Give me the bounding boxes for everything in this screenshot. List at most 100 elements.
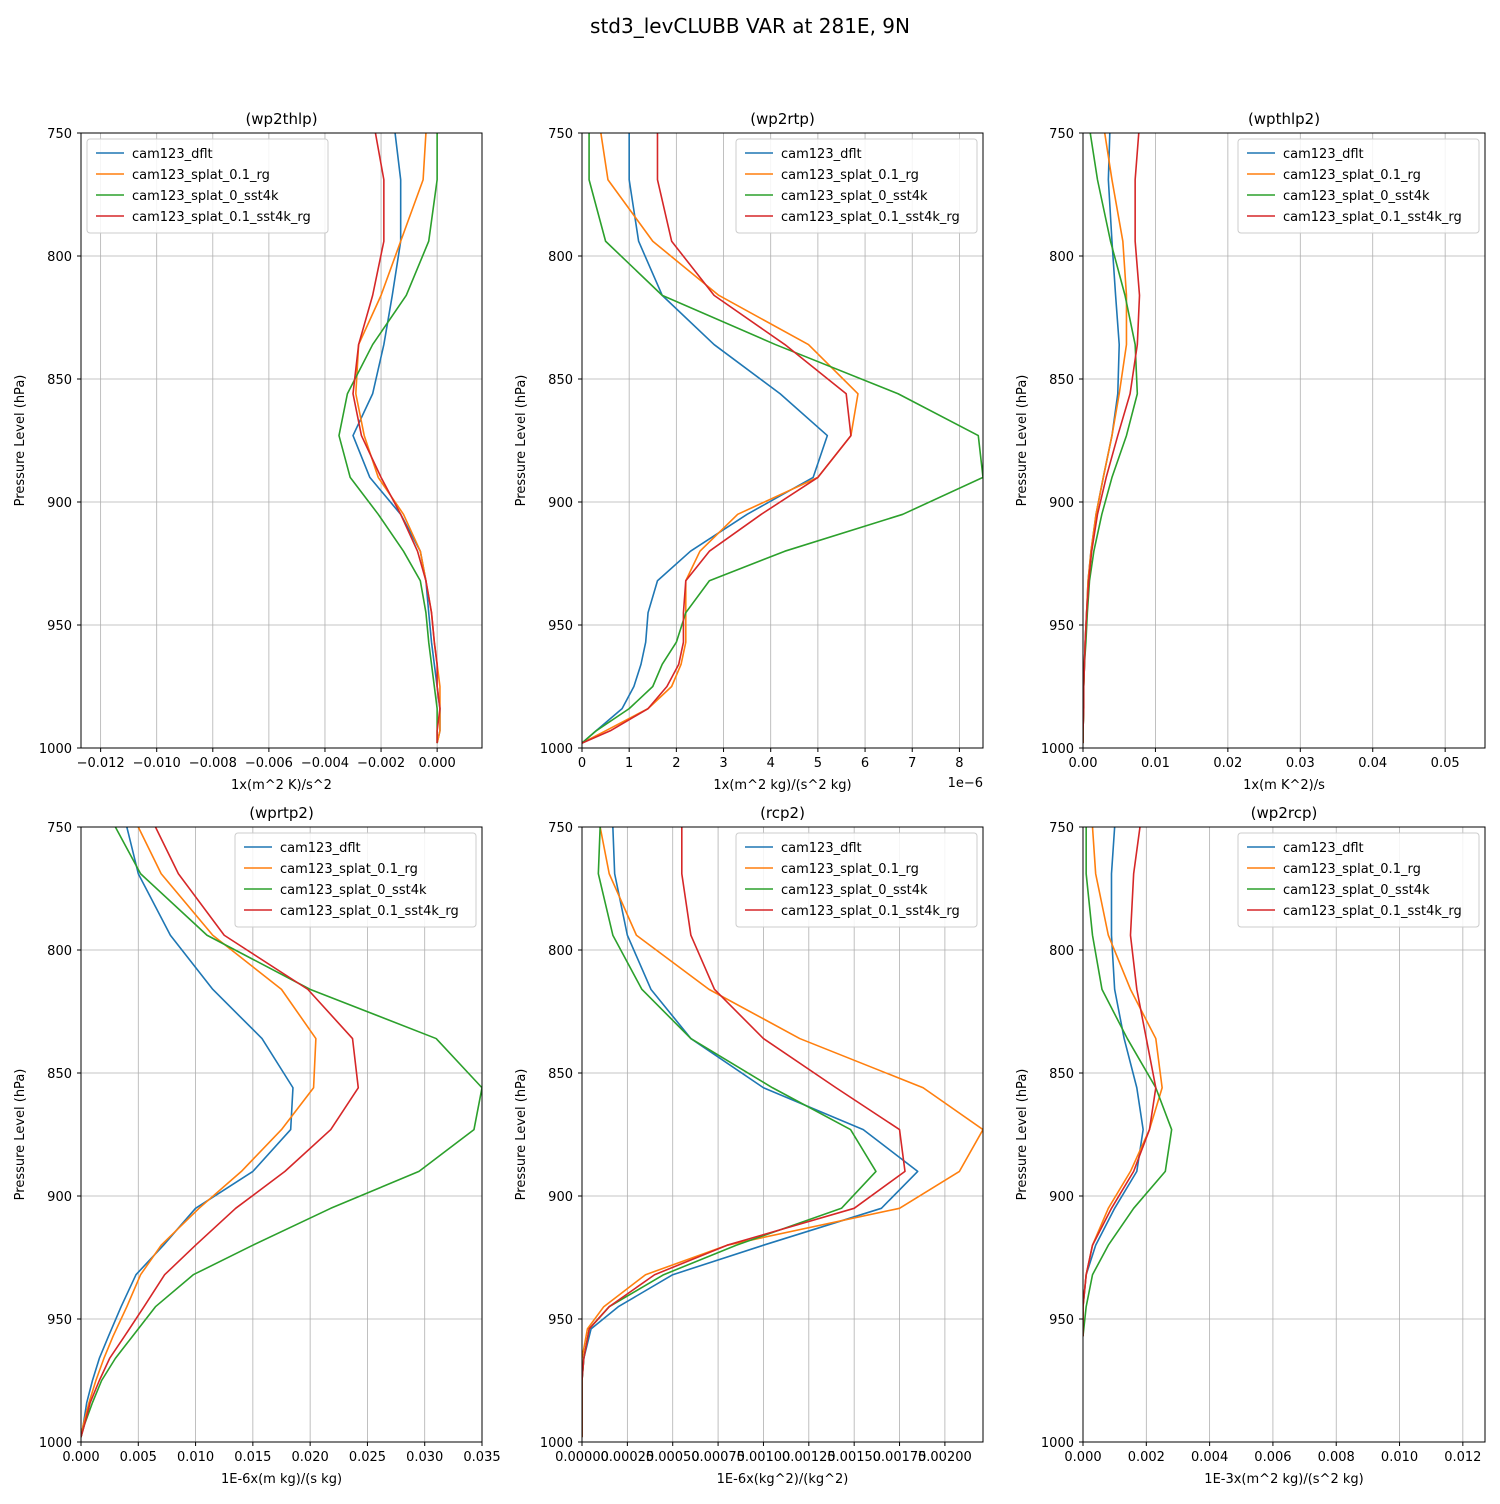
x-tick-label: 0.00175 (873, 1450, 927, 1465)
y-tick-label: 800 (1049, 250, 1074, 265)
y-axis-label: Pressure Level (hPa) (514, 1069, 529, 1201)
x-tick-label: 0.00 (1069, 756, 1098, 771)
legend-label: cam123_splat_0_sst4k (781, 189, 928, 204)
axes-frame (80, 826, 483, 1443)
legend-label: cam123_splat_0.1_rg (781, 168, 919, 183)
legend: cam123_dflt cam123_splat_0.1_rg cam123_spl… (1237, 138, 1480, 234)
x-tick-label: 0.03 (1286, 756, 1315, 771)
x-tick-label: 4 (767, 756, 775, 771)
x-tick-label: 0.00200 (918, 1450, 972, 1465)
x-tick-label: 0.012 (1444, 1450, 1481, 1465)
y-tick-label: 850 (47, 1067, 72, 1082)
series-line-3 (582, 133, 983, 744)
y-tick-label: 850 (47, 373, 72, 388)
y-tick-label: 900 (548, 496, 573, 511)
y-tick-label: 750 (1049, 821, 1074, 836)
chart-title: (wp2rtp) (750, 110, 815, 128)
x-offset-text: 1e−6 (948, 776, 983, 791)
series-line-4 (81, 827, 360, 1438)
legend-label: cam123_splat_0.1_sst4k_rg (781, 210, 960, 225)
x-axis-label: 1x(m^2 K)/s^2 (231, 778, 332, 793)
y-tick-label: 850 (548, 1067, 573, 1082)
y-tick-label: 850 (1049, 373, 1074, 388)
y-axis-label: Pressure Level (hPa) (1015, 1069, 1030, 1201)
series-line-3 (1083, 827, 1173, 1337)
x-tick-label: −0.012 (77, 756, 125, 771)
series-line-3 (338, 133, 438, 744)
legend: cam123_dflt cam123_splat_0.1_rg cam123_spl… (234, 832, 477, 928)
x-tick-label: 0.010 (177, 1450, 214, 1465)
y-tick-label: 750 (548, 127, 573, 142)
x-tick-label: 0.006 (1254, 1450, 1291, 1465)
y-tick-label: 850 (548, 373, 573, 388)
legend-label: cam123_splat_0_sst4k (280, 883, 427, 898)
y-tick-label: 750 (47, 821, 72, 836)
axes-frame (80, 132, 483, 749)
y-tick-label: 800 (548, 250, 573, 265)
x-axis-label: 1E-3x(m^2 kg)/(s^2 kg) (1204, 1472, 1363, 1487)
x-tick-label: 2 (672, 756, 680, 771)
x-tick-label: 8 (955, 756, 963, 771)
legend-label: cam123_splat_0_sst4k (1283, 189, 1430, 204)
legend-label: cam123_splat_0_sst4k (781, 883, 928, 898)
series-lines (1083, 133, 1141, 744)
y-tick-label: 1000 (540, 1436, 573, 1451)
legend: cam123_dflt cam123_splat_0.1_rg cam123_spl… (1237, 832, 1480, 928)
legend-label: cam123_splat_0.1_sst4k_rg (781, 904, 960, 919)
legend-label: cam123_splat_0.1_rg (132, 168, 270, 183)
y-axis-label: Pressure Level (hPa) (13, 1069, 28, 1201)
x-axis-label: 1E-6x(kg^2)/(kg^2) (717, 1472, 849, 1487)
x-tick-label: 0.00125 (782, 1450, 836, 1465)
y-tick-label: 950 (548, 1313, 573, 1328)
chart-title: (rcp2) (760, 804, 805, 822)
series-lines (81, 827, 482, 1438)
x-tick-label: 0.025 (349, 1450, 386, 1465)
chart-panel-3: 0.00 0.01 0.02 0.03 0.04 0.05 750 800 850 900 950 1… (1015, 110, 1486, 793)
series-line-4 (1083, 827, 1157, 1337)
x-tick-label: 0.035 (463, 1450, 500, 1465)
legend-label: cam123_splat_0.1_sst4k_rg (132, 210, 311, 225)
x-tick-label: 0.04 (1358, 756, 1387, 771)
axes-frame (1082, 132, 1486, 749)
legend-label: cam123_splat_0.1_sst4k_rg (1283, 210, 1462, 225)
chart-title: (wp2rcp) (1251, 804, 1318, 822)
series-lines (582, 133, 983, 744)
series-line-4 (1083, 133, 1141, 744)
series-line-1 (352, 133, 441, 744)
y-tick-label: 800 (47, 250, 72, 265)
x-tick-label: 0.00100 (737, 1450, 791, 1465)
y-tick-label: 800 (548, 944, 573, 959)
series-line-2 (582, 827, 983, 1438)
y-tick-label: 900 (47, 1190, 72, 1205)
x-tick-label: 0.00150 (827, 1450, 881, 1465)
series-line-4 (582, 827, 906, 1438)
x-axis-label: 1E-6x(m kg)/(s kg) (221, 1472, 342, 1487)
legend-box (735, 138, 978, 234)
x-tick-label: 0.000 (419, 756, 456, 771)
x-tick-label: 0.015 (234, 1450, 271, 1465)
x-tick-label: −0.002 (357, 756, 405, 771)
legend: cam123_dflt cam123_splat_0.1_rg cam123_spl… (735, 138, 978, 234)
axes-frame (1082, 826, 1486, 1443)
chart-panel-5: 0.000000.000250.000500.000750.001000.001… (514, 804, 984, 1487)
series-line-4 (352, 133, 441, 744)
chart-title: (wp2thlp) (245, 110, 317, 128)
y-tick-label: 950 (47, 619, 72, 634)
figure-title: std3_levCLUBB VAR at 281E, 9N (590, 14, 910, 38)
y-axis-label: Pressure Level (hPa) (13, 375, 28, 507)
y-tick-label: 750 (47, 127, 72, 142)
series-lines (1083, 827, 1173, 1337)
legend: cam123_dflt cam123_splat_0.1_rg cam123_spl… (735, 832, 978, 928)
series-line-1 (1083, 133, 1121, 744)
x-tick-label: 0.020 (292, 1450, 329, 1465)
axes-frame (581, 132, 984, 749)
series-line-2 (355, 133, 441, 744)
y-tick-label: 750 (1049, 127, 1074, 142)
chart-title: (wprtp2) (249, 804, 314, 822)
y-tick-label: 1000 (540, 742, 573, 757)
y-tick-label: 850 (1049, 1067, 1074, 1082)
y-tick-label: 800 (1049, 944, 1074, 959)
x-tick-label: 0.05 (1431, 756, 1460, 771)
legend-box (1237, 832, 1480, 928)
